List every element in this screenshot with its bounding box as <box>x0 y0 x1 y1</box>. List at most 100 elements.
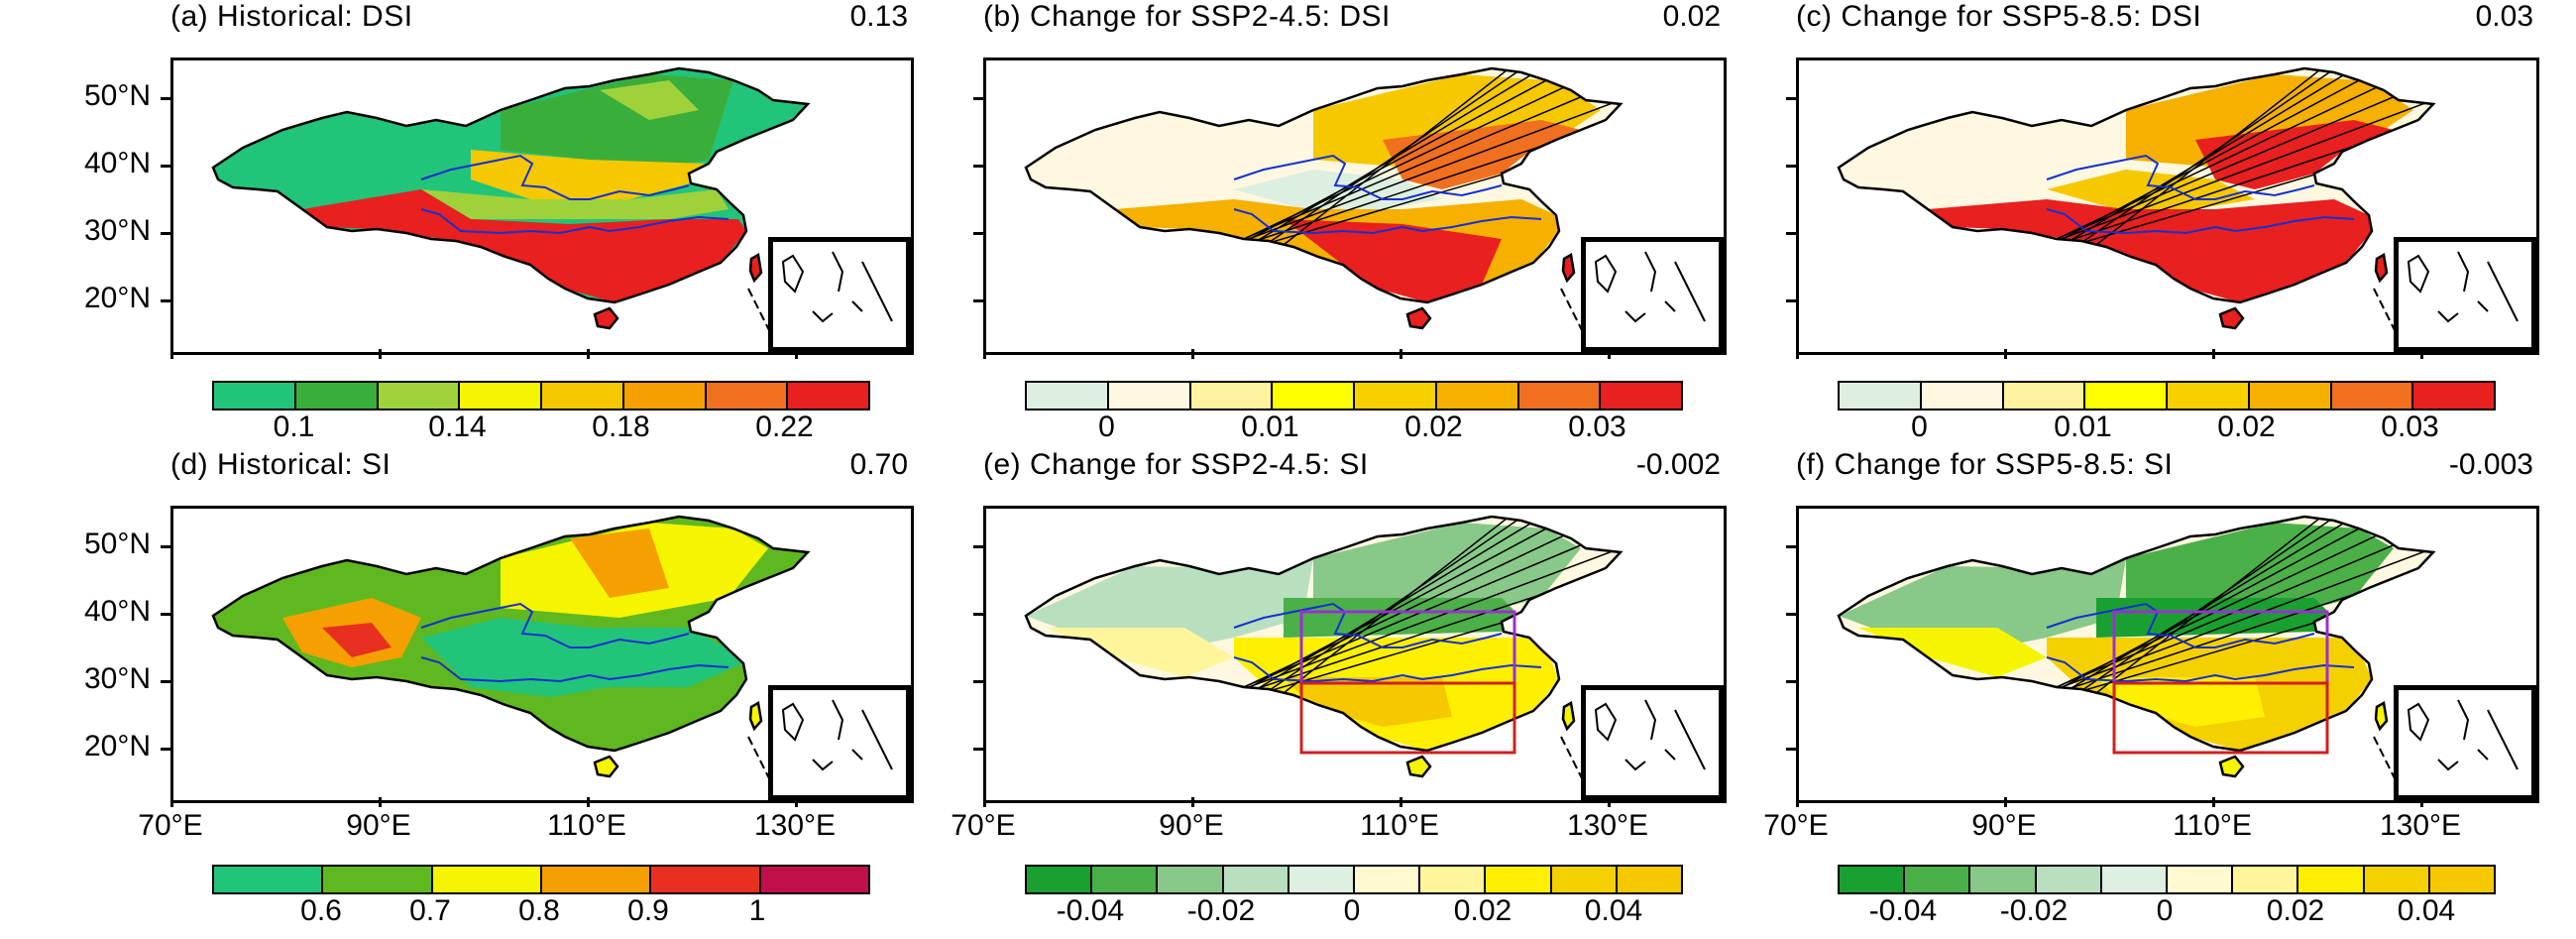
inset-map <box>2407 251 2519 323</box>
boundary-outline <box>2374 701 2389 732</box>
lat-tick <box>1786 748 1796 751</box>
colorbar-swatch <box>2168 383 2250 409</box>
colorbar-swatch <box>1420 867 1487 892</box>
colorbar-swatch <box>2003 383 2086 409</box>
colorbar-label: -0.02 <box>1186 894 1256 927</box>
colorbar-swatch <box>1223 867 1289 892</box>
colorbar-swatch <box>2036 867 2102 892</box>
colorbar <box>212 381 870 411</box>
lon-tick <box>379 349 382 359</box>
sea-dash <box>2373 736 2379 746</box>
inset-map <box>1594 251 1706 323</box>
colorbar-swatch <box>214 867 324 892</box>
lat-tick <box>1786 680 1796 683</box>
lon-tick <box>2004 797 2007 807</box>
lat-tick <box>973 299 983 302</box>
lat-tick <box>973 232 983 235</box>
panel-value: 0.13 <box>849 0 908 33</box>
china-map <box>1024 66 1624 345</box>
colorbar-label: 0.03 <box>1568 411 1626 443</box>
boundary-outline <box>1837 515 2436 753</box>
lon-tick <box>170 797 173 807</box>
lat-tick <box>1786 97 1796 100</box>
inset-map <box>781 251 893 323</box>
boundary-outline <box>593 306 619 330</box>
sea-dash <box>2385 760 2391 769</box>
colorbar-swatch <box>1108 383 1191 409</box>
color-region <box>600 80 699 120</box>
colorbar-label: 0 <box>1343 894 1361 927</box>
river-line <box>1233 656 1542 683</box>
color-region <box>2096 598 2334 638</box>
panel-title: (b) Change for SSP2-4.5: DSI <box>983 0 1391 33</box>
colorbar-label: 0.04 <box>1584 894 1643 927</box>
sea-dash <box>2379 299 2385 309</box>
lat-tick <box>973 165 983 168</box>
colorbar-label: 0.03 <box>2381 411 2439 443</box>
lat-tick <box>1786 545 1796 548</box>
colorbar-swatch <box>2298 867 2365 892</box>
lon-tick <box>2212 797 2215 807</box>
map-frame <box>983 506 1727 803</box>
colorbar-swatch <box>1970 867 2037 892</box>
china-map <box>1837 66 2436 345</box>
panel-d: (d) Historical: SI 0.70 50°N 40°N 30°N 20°N 70… <box>84 448 914 927</box>
boundary-outline <box>748 701 763 732</box>
colorbar-label: 0.22 <box>755 411 814 443</box>
colorbar-swatch <box>1027 383 1109 409</box>
significance-hatch <box>2095 517 2433 694</box>
lon-tick <box>1400 797 1402 807</box>
colorbar-swatch <box>1355 867 1421 892</box>
lon-tick <box>1191 349 1194 359</box>
significance-hatch <box>2095 68 2433 246</box>
sea-dash <box>2373 288 2379 297</box>
lon-label: 70°E <box>951 809 1016 842</box>
south-china-sea-inset <box>2394 237 2536 352</box>
lat-tick <box>161 299 170 302</box>
colorbar-swatch <box>295 383 379 409</box>
colorbar-label: -0.04 <box>1056 894 1125 927</box>
colorbar-swatch <box>432 867 542 892</box>
panel-b: (b) Change for SSP2-4.5: DSI 0.02 0 0.01 0.0… <box>973 0 1727 443</box>
river-line <box>420 154 690 200</box>
lon-label: 70°E <box>138 809 203 842</box>
lat-tick <box>161 165 170 168</box>
boundary-outline <box>1024 66 1624 304</box>
lon-label: 110°E <box>547 809 626 842</box>
lon-label: 130°E <box>1566 809 1649 842</box>
significance-hatch <box>2066 517 2433 702</box>
lon-tick <box>587 349 590 359</box>
lat-label: 40°N <box>83 147 151 179</box>
lat-label: 20°N <box>83 730 151 763</box>
lon-label: 130°E <box>2379 809 2462 842</box>
river-line <box>1233 602 1503 648</box>
significance-hatch <box>1253 68 1621 254</box>
colorbar-label: 0.02 <box>1453 894 1512 927</box>
panel-title: (e) Change for SSP2-4.5: SI <box>983 448 1369 481</box>
sea-dash <box>1566 299 1572 309</box>
colorbar-swatch <box>460 383 542 409</box>
boundary-outline <box>1561 701 1576 732</box>
sea-dash <box>1572 760 1578 769</box>
river-line <box>1233 208 1542 235</box>
lat-tick <box>1786 165 1796 168</box>
boundary-outline <box>1837 66 2436 304</box>
lat-tick <box>973 748 983 751</box>
colorbar-swatch <box>760 867 868 892</box>
colorbar <box>212 865 870 894</box>
color-region <box>570 528 669 598</box>
lat-tick <box>161 748 170 751</box>
lat-label: 50°N <box>83 528 151 560</box>
boundary-outline <box>1405 306 1432 330</box>
map-frame <box>170 58 914 355</box>
panel-e: (e) Change for SSP2-4.5: SI -0.002 70°E 90°… <box>951 448 1727 927</box>
significance-hatch <box>1253 517 1621 702</box>
south-china-sea-inset <box>2394 685 2536 800</box>
lon-tick <box>170 349 173 359</box>
sea-dash <box>1560 736 1566 746</box>
lon-label: 130°E <box>753 809 837 842</box>
river-line <box>2046 656 2355 683</box>
significance-hatch <box>1283 68 1621 246</box>
lon-tick <box>983 349 986 359</box>
color-region <box>302 189 746 302</box>
